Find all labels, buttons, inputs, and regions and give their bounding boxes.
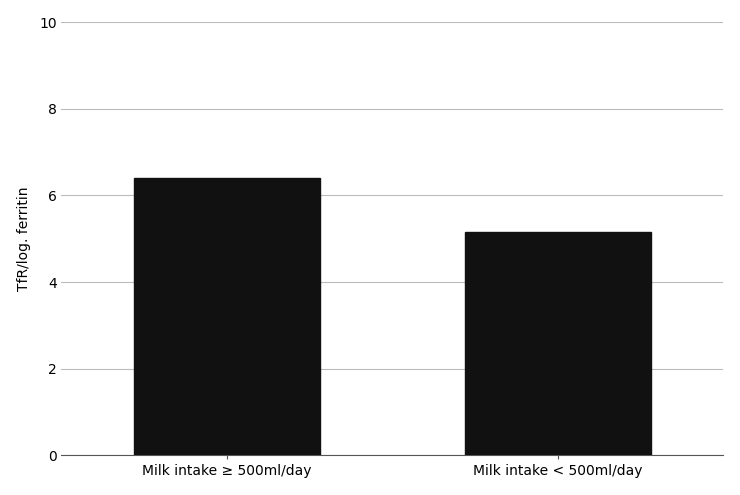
Bar — [134, 178, 320, 455]
Bar — [465, 232, 650, 455]
Y-axis label: TfR/log. ferritin: TfR/log. ferritin — [17, 187, 30, 291]
